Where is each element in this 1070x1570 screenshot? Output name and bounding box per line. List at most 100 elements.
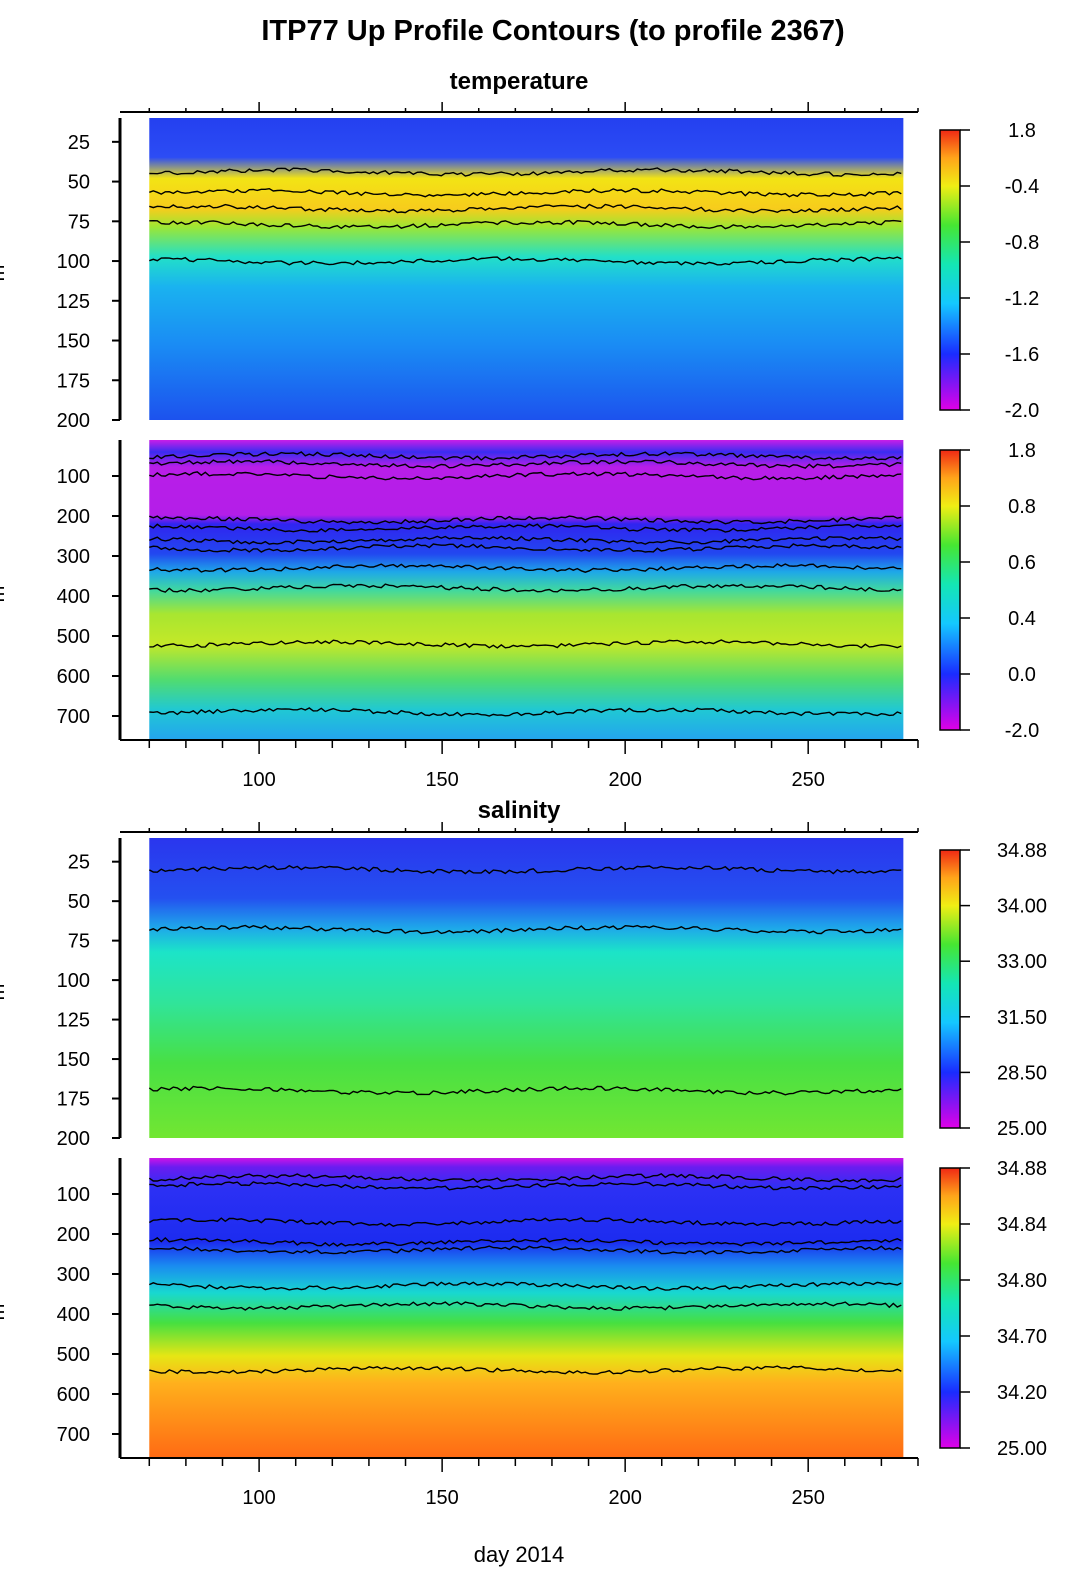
x-axis-label: day 2014 [474, 1542, 565, 1567]
x-tick-label: 150 [425, 769, 458, 791]
y-tick-label: 100 [57, 1184, 90, 1206]
section-title-temperature: temperature [450, 68, 589, 95]
y-tick-label: 125 [57, 1010, 90, 1032]
colorbar-label: 34.88 [997, 840, 1047, 862]
y-tick-label: 100 [57, 466, 90, 488]
contour-line [149, 459, 902, 469]
colorbar-label: 34.80 [997, 1270, 1047, 1292]
colorbar-label: -1.6 [1005, 344, 1039, 366]
y-tick-label: 400 [57, 586, 90, 608]
colorbar-label: 25.00 [997, 1118, 1047, 1140]
y-axis-label: m [0, 1304, 9, 1321]
y-tick-label: 50 [68, 891, 90, 913]
y-tick-label: 500 [57, 1344, 90, 1366]
y-tick-label: 500 [57, 626, 90, 648]
x-tick-label: 250 [791, 769, 824, 791]
panel-temperature-shallow: 25 50 75 100 125 150 175 200 m 1.8 -0.4 -0.8 -1.2 -1.… [0, 102, 1039, 432]
colorbar-label: 34.84 [997, 1214, 1047, 1236]
heatmap-field [149, 118, 904, 420]
colorbar-label: 1.8 [1008, 440, 1036, 462]
colorbar-label: 34.00 [997, 896, 1047, 918]
contour-line [149, 1181, 902, 1191]
contour-line [149, 187, 902, 198]
contour-line [149, 515, 902, 525]
colorbar-label: -2.0 [1005, 720, 1039, 742]
contour-line [149, 1301, 902, 1311]
x-tick-label: 200 [608, 769, 641, 791]
contour-line [149, 543, 902, 553]
y-axis-label: m [0, 586, 9, 603]
figure-title: ITP77 Up Profile Contours (to profile 23… [261, 15, 844, 47]
y-tick-label: 150 [57, 1049, 90, 1071]
contour-line [149, 707, 902, 717]
colorbar-label: -2.0 [1005, 400, 1039, 422]
colorbar [939, 849, 961, 1129]
x-tick-label: 150 [425, 1487, 458, 1509]
colorbar-label: 0.8 [1008, 496, 1036, 518]
y-tick-label: 300 [57, 1264, 90, 1286]
y-tick-label: 700 [57, 1424, 90, 1446]
colorbar [939, 129, 961, 411]
colorbar-label: -0.8 [1005, 232, 1039, 254]
x-tick-label: 100 [242, 769, 275, 791]
y-tick-label: 700 [57, 706, 90, 728]
panel-temperature-deep: 100 200 300 400 500 600 700 m 100 150 200 250 1.8 0.8… [0, 440, 1039, 791]
contour-line [149, 167, 902, 177]
contour-line [149, 471, 902, 481]
x-tick-label: 100 [242, 1487, 275, 1509]
colorbar [939, 449, 961, 731]
y-tick-label: 75 [68, 931, 90, 953]
y-tick-label: 50 [68, 172, 90, 194]
colorbar-label: 0.0 [1008, 664, 1036, 686]
contour-line [148, 523, 902, 533]
colorbar-label: -1.2 [1005, 288, 1039, 310]
contour-line [148, 1217, 902, 1227]
y-tick-label: 100 [57, 251, 90, 273]
y-tick-label: 175 [57, 370, 90, 392]
heatmap-field [149, 838, 904, 1138]
colorbar-label: 34.70 [997, 1326, 1047, 1348]
y-tick-label: 600 [57, 1384, 90, 1406]
colorbar-label: 34.20 [997, 1382, 1047, 1404]
contour-line [148, 864, 902, 875]
y-tick-label: 25 [68, 132, 90, 154]
contour-line [149, 535, 902, 545]
contour-line [149, 1245, 902, 1255]
contour-line [149, 639, 902, 649]
colorbar-label: 33.00 [997, 951, 1047, 973]
contour-line [149, 583, 902, 593]
x-tick-label: 200 [608, 1487, 641, 1509]
colorbar-label: 31.50 [997, 1007, 1047, 1029]
contour-line [148, 1172, 902, 1183]
y-tick-label: 175 [57, 1089, 90, 1111]
y-tick-label: 200 [57, 506, 90, 528]
heatmap-panels: 25 50 75 100 125 150 175 200 m 1.8 -0.4 -0.8 -1.2 -1.… [0, 102, 1047, 1509]
y-tick-label: 600 [57, 666, 90, 688]
contour-line [149, 563, 902, 573]
y-tick-label: 300 [57, 546, 90, 568]
x-tick-label: 250 [791, 1487, 824, 1509]
y-tick-label: 200 [57, 1224, 90, 1246]
y-tick-label: 200 [57, 410, 90, 432]
y-axis-label: m [0, 265, 9, 282]
y-tick-label: 125 [57, 291, 90, 313]
colorbar-label: 34.88 [997, 1158, 1047, 1180]
y-tick-label: 75 [68, 211, 90, 233]
contour-line [148, 1085, 902, 1096]
y-tick-label: 100 [57, 970, 90, 992]
section-title-salinity: salinity [478, 797, 561, 824]
contour-line [149, 1281, 902, 1291]
panel-salinity-deep: 100 200 300 400 500 600 700 m 100 150 200 250 34.88 3… [0, 1158, 1047, 1509]
colorbar-label: 0.4 [1008, 608, 1036, 630]
contour-line [149, 451, 902, 461]
contour-line [149, 924, 902, 935]
y-tick-label: 25 [68, 852, 90, 874]
y-tick-label: 200 [57, 1128, 90, 1150]
y-tick-label: 150 [57, 331, 90, 353]
contour-line [149, 219, 902, 230]
colorbar-label: 25.00 [997, 1438, 1047, 1460]
y-tick-label: 400 [57, 1304, 90, 1326]
colorbar-label: -0.4 [1005, 176, 1039, 198]
panel-salinity-shallow: 25 50 75 100 125 150 175 200 m 34.88 34.00 33.00 31.… [0, 822, 1047, 1150]
